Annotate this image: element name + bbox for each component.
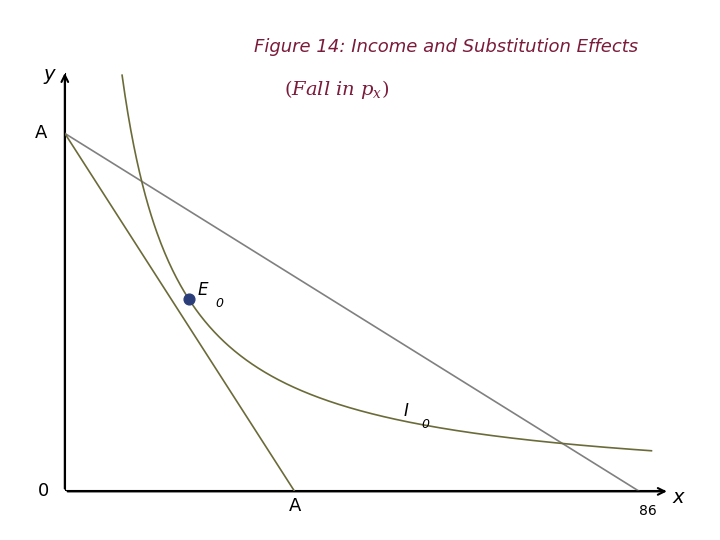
Text: 0: 0 xyxy=(422,417,430,430)
Text: E: E xyxy=(197,281,208,299)
Point xyxy=(183,294,194,303)
Text: $(Fall\ in\ p_{x})$: $(Fall\ in\ p_{x})$ xyxy=(284,78,390,102)
Text: I: I xyxy=(403,402,408,420)
Text: Figure 14: Income and Substitution Effects: Figure 14: Income and Substitution Effec… xyxy=(254,38,639,56)
Text: y: y xyxy=(44,65,55,84)
Text: 0: 0 xyxy=(38,482,49,501)
Text: x: x xyxy=(673,488,685,507)
Text: 0: 0 xyxy=(216,296,224,309)
Text: A: A xyxy=(35,124,47,143)
Text: 86: 86 xyxy=(639,504,657,518)
Text: A: A xyxy=(289,497,301,515)
